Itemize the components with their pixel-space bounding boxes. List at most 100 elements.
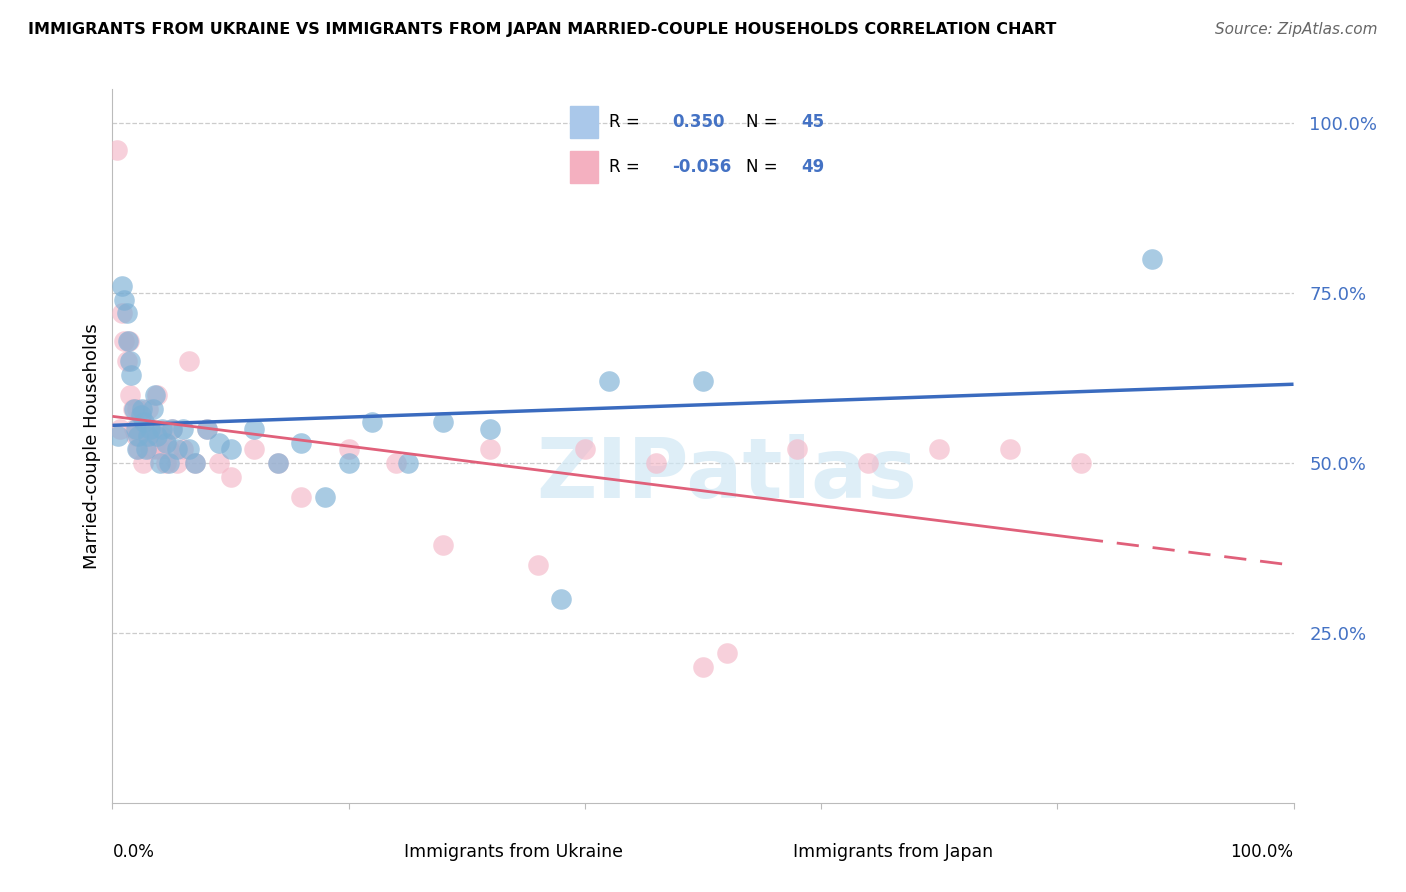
Point	[172, 422, 194, 436]
Point	[150, 422, 173, 436]
Point	[786, 442, 808, 457]
Point	[120, 388, 142, 402]
Point	[125, 422, 148, 436]
Point	[127, 442, 149, 457]
Point	[127, 442, 149, 457]
Point	[314, 490, 336, 504]
Point	[155, 435, 177, 450]
Point	[195, 422, 218, 436]
Point	[598, 375, 620, 389]
Point	[928, 442, 950, 457]
Point	[149, 442, 172, 457]
Point	[267, 456, 290, 470]
Point	[139, 442, 162, 457]
Point	[115, 354, 138, 368]
Point	[858, 456, 880, 470]
Point	[998, 442, 1021, 457]
Point	[122, 401, 145, 416]
Text: Immigrants from Japan: Immigrants from Japan	[793, 843, 993, 861]
Point	[143, 388, 166, 402]
Point	[115, 306, 138, 320]
Point	[432, 537, 454, 551]
Point	[526, 558, 548, 572]
Point	[219, 442, 242, 457]
Point	[479, 422, 502, 436]
Point	[142, 422, 165, 436]
Point	[135, 442, 157, 457]
Point	[108, 422, 131, 436]
Point	[160, 422, 183, 436]
Point	[290, 490, 312, 504]
Point	[112, 293, 135, 307]
Point	[112, 334, 135, 348]
Point	[166, 442, 188, 457]
Point	[157, 456, 180, 470]
Point	[122, 422, 145, 436]
Point	[290, 435, 312, 450]
Point	[118, 334, 141, 348]
Y-axis label: Married-couple Households: Married-couple Households	[83, 323, 101, 569]
Point	[337, 456, 360, 470]
Point	[139, 422, 162, 436]
Point	[396, 456, 419, 470]
Point	[208, 456, 231, 470]
Point	[208, 435, 231, 450]
Point	[385, 456, 408, 470]
Point	[243, 442, 266, 457]
Point	[243, 422, 266, 436]
Point	[120, 368, 142, 382]
Text: IMMIGRANTS FROM UKRAINE VS IMMIGRANTS FROM JAPAN MARRIED-COUPLE HOUSEHOLDS CORRE: IMMIGRANTS FROM UKRAINE VS IMMIGRANTS FR…	[28, 22, 1056, 37]
Point	[184, 456, 207, 470]
Point	[117, 334, 139, 348]
Text: Immigrants from Ukraine: Immigrants from Ukraine	[404, 843, 623, 861]
Point	[195, 422, 218, 436]
Point	[135, 429, 157, 443]
Point	[155, 456, 177, 470]
Point	[337, 442, 360, 457]
Point	[142, 401, 165, 416]
Point	[132, 456, 155, 470]
Point	[160, 422, 183, 436]
Point	[127, 429, 149, 443]
Point	[1140, 252, 1163, 266]
Point	[134, 415, 156, 429]
Point	[129, 429, 152, 443]
Point	[172, 442, 194, 457]
Point	[644, 456, 666, 470]
Point	[120, 354, 142, 368]
Text: 100.0%: 100.0%	[1230, 843, 1294, 861]
Text: ZIPatlas: ZIPatlas	[536, 434, 917, 515]
Point	[143, 442, 166, 457]
Point	[105, 144, 128, 158]
Point	[127, 401, 149, 416]
Point	[107, 429, 129, 443]
Point	[716, 646, 738, 660]
Text: 0.0%: 0.0%	[112, 843, 155, 861]
Point	[179, 442, 201, 457]
Point	[267, 456, 290, 470]
Point	[146, 429, 169, 443]
Point	[692, 375, 714, 389]
Point	[121, 401, 143, 416]
Point	[136, 429, 159, 443]
Point	[179, 354, 201, 368]
Point	[136, 401, 159, 416]
Point	[184, 456, 207, 470]
Point	[146, 388, 169, 402]
Text: Source: ZipAtlas.com: Source: ZipAtlas.com	[1215, 22, 1378, 37]
Point	[131, 401, 153, 416]
Point	[479, 442, 502, 457]
Point	[111, 306, 134, 320]
Point	[125, 429, 148, 443]
Point	[1070, 456, 1092, 470]
Point	[432, 415, 454, 429]
Point	[111, 279, 134, 293]
Point	[550, 591, 572, 606]
Point	[166, 456, 188, 470]
Point	[574, 442, 596, 457]
Point	[157, 442, 180, 457]
Point	[692, 660, 714, 674]
Point	[361, 415, 384, 429]
Point	[149, 456, 172, 470]
Point	[129, 409, 152, 423]
